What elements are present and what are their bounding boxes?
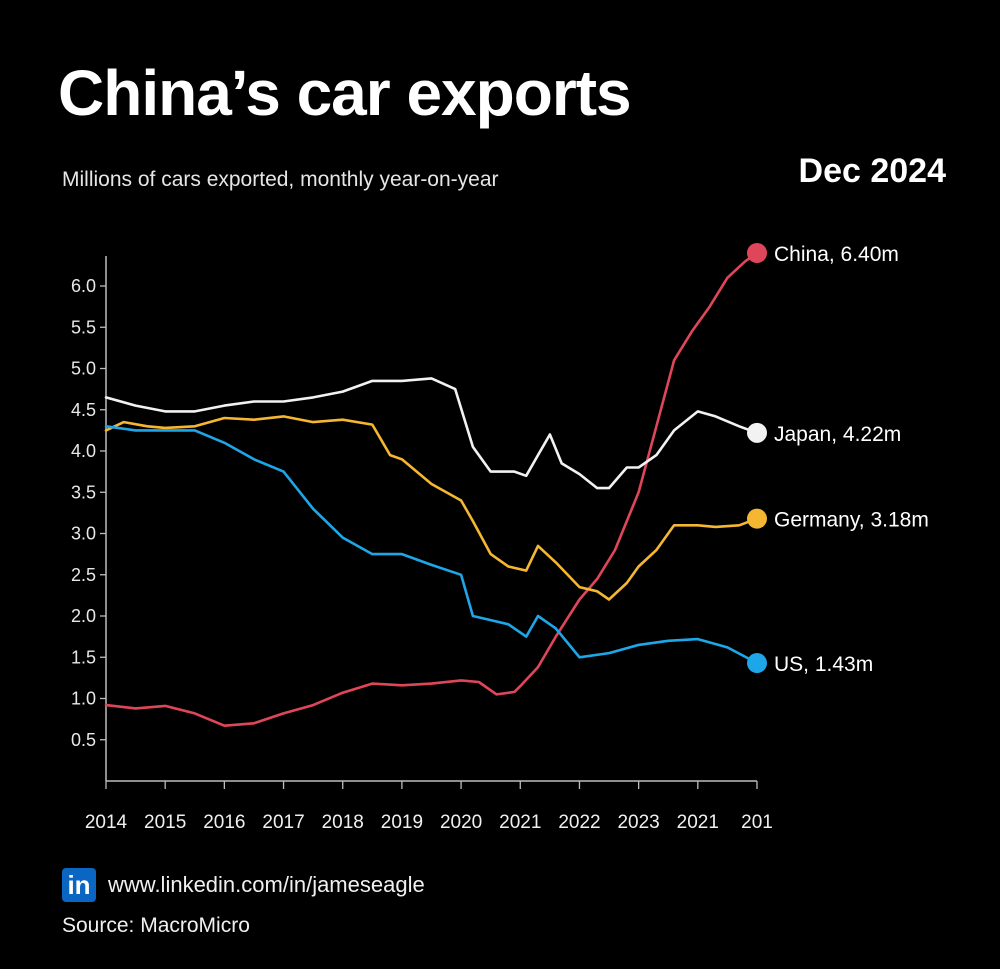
x-tick-label: 2014 (85, 812, 128, 833)
series-line-japan (104, 377, 759, 490)
linkedin-icon: in (62, 868, 96, 902)
series-line-germany (104, 415, 759, 601)
end-label-us: US, 1.43m (774, 653, 873, 676)
x-tick-label: 2020 (440, 812, 482, 833)
end-label-germany: Germany, 3.18m (774, 509, 929, 532)
y-tick-label: 3.0 (71, 524, 96, 544)
y-tick-label: 0.5 (71, 730, 96, 750)
x-tick-label: 2021 (677, 812, 719, 833)
y-tick-label: 1.0 (71, 689, 96, 709)
x-tick-label: 201 (741, 812, 773, 833)
end-marker-japan (747, 422, 767, 443)
y-axis-ticks: 0.5 1.0 1.5 2.0 2.5 3.0 3.5 4.0 4.5 5.0 5.5 6.0 (71, 276, 106, 750)
x-tick-label: 2022 (558, 812, 600, 833)
linkedin-url[interactable]: www.linkedin.com/in/jameseagle (108, 872, 425, 897)
y-tick-label: 4.0 (71, 441, 96, 461)
end-marker-germany (747, 508, 767, 529)
series-end-markers: China, 6.40m Japan, 4.22m Germany, 3.18m US… (747, 243, 929, 676)
chart-subtitle: Millions of cars exported, monthly year-… (62, 168, 499, 191)
x-tick-label: 2017 (262, 812, 304, 833)
x-axis-ticks: 2014 2015 2016 2017 2018 2019 2020 2021 2022 2023… (85, 781, 773, 833)
end-marker-china (747, 243, 767, 263)
linkedin-link[interactable]: in www.linkedin.com/in/jameseagle (62, 868, 425, 902)
y-tick-label: 1.5 (71, 647, 96, 667)
y-tick-label: 3.5 (71, 482, 96, 502)
end-label-japan: Japan, 4.22m (774, 423, 901, 446)
chart-axes (105, 256, 757, 782)
y-tick-label: 2.5 (71, 565, 96, 585)
x-tick-label: 2018 (322, 812, 364, 833)
y-tick-label: 5.5 (71, 317, 96, 337)
x-tick-label: 2016 (203, 812, 245, 833)
series-line-china (104, 251, 759, 728)
x-tick-label: 2023 (617, 812, 659, 833)
end-marker-us (747, 653, 767, 674)
x-tick-label: 2015 (144, 812, 186, 833)
source-note: Source: MacroMicro (62, 914, 250, 937)
y-tick-label: 4.5 (71, 400, 96, 420)
date-label: Dec 2024 (798, 152, 946, 190)
page-title: China’s car exports (58, 57, 632, 129)
y-tick-label: 5.0 (71, 359, 96, 379)
series-lines (104, 251, 759, 728)
x-tick-label: 2019 (381, 812, 423, 833)
end-label-china: China, 6.40m (774, 243, 899, 266)
x-tick-label: 2021 (499, 812, 541, 833)
y-tick-label: 2.0 (71, 606, 96, 626)
y-tick-label: 6.0 (71, 276, 96, 296)
series-line-us (104, 424, 759, 665)
